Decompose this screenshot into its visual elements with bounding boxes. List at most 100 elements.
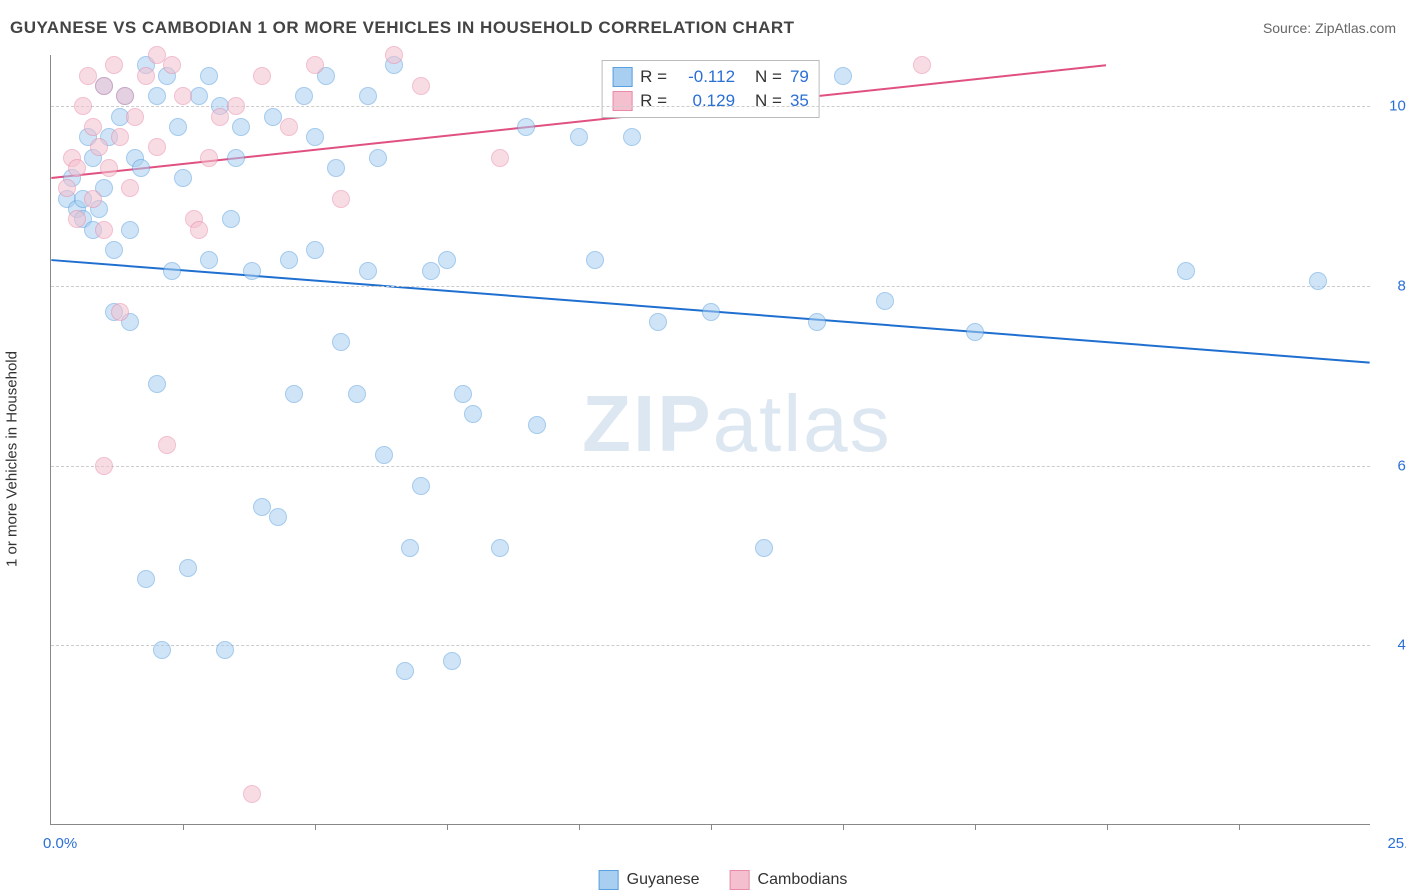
trend-lines <box>51 55 1370 824</box>
x-limit-label: 0.0% <box>43 835 77 852</box>
data-point <box>253 67 271 85</box>
data-point <box>491 149 509 167</box>
legend-swatch <box>612 91 632 111</box>
x-tick <box>975 824 976 830</box>
data-point <box>913 56 931 74</box>
data-point <box>84 118 102 136</box>
x-tick <box>183 824 184 830</box>
data-point <box>132 159 150 177</box>
correlation-legend: R =-0.112N =79R =0.129N =35 <box>601 60 820 118</box>
data-point <box>79 67 97 85</box>
x-tick <box>843 824 844 830</box>
data-point <box>121 179 139 197</box>
legend-row: R =-0.112N =79 <box>612 65 809 89</box>
data-point <box>84 190 102 208</box>
data-point <box>169 118 187 136</box>
data-point <box>332 333 350 351</box>
data-point <box>295 87 313 105</box>
data-point <box>348 385 366 403</box>
data-point <box>148 87 166 105</box>
data-point <box>876 292 894 310</box>
data-point <box>422 262 440 280</box>
data-point <box>327 159 345 177</box>
data-point <box>111 128 129 146</box>
data-point <box>179 559 197 577</box>
data-point <box>95 77 113 95</box>
y-tick-label: 65.0% <box>1380 457 1406 474</box>
chart-container: 1 or more Vehicles in Household ZIPatlas… <box>50 55 1396 862</box>
data-point <box>137 67 155 85</box>
r-label: R = <box>640 67 667 87</box>
data-point <box>111 303 129 321</box>
watermark: ZIPatlas <box>582 378 891 470</box>
data-point <box>68 159 86 177</box>
legend-item: Cambodians <box>730 870 848 890</box>
data-point <box>153 641 171 659</box>
data-point <box>126 108 144 126</box>
y-tick-label: 100.0% <box>1380 98 1406 115</box>
data-point <box>163 262 181 280</box>
legend-swatch <box>730 870 750 890</box>
data-point <box>200 149 218 167</box>
r-value: 0.129 <box>675 91 735 111</box>
data-point <box>222 210 240 228</box>
data-point <box>306 128 324 146</box>
data-point <box>528 416 546 434</box>
plot-area: ZIPatlas R =-0.112N =79R =0.129N =35 47.… <box>50 55 1370 825</box>
data-point <box>148 138 166 156</box>
data-point <box>95 221 113 239</box>
data-point <box>232 118 250 136</box>
data-point <box>68 210 86 228</box>
data-point <box>243 262 261 280</box>
y-axis-label: 1 or more Vehicles in Household <box>4 351 21 567</box>
data-point <box>200 251 218 269</box>
data-point <box>359 262 377 280</box>
data-point <box>163 56 181 74</box>
data-point <box>369 149 387 167</box>
data-point <box>755 539 773 557</box>
legend-item: Guyanese <box>599 870 700 890</box>
data-point <box>623 128 641 146</box>
data-point <box>264 108 282 126</box>
x-tick <box>711 824 712 830</box>
data-point <box>438 251 456 269</box>
x-tick <box>579 824 580 830</box>
data-point <box>306 241 324 259</box>
data-point <box>1177 262 1195 280</box>
data-point <box>332 190 350 208</box>
data-point <box>105 241 123 259</box>
legend-swatch <box>599 870 619 890</box>
source-label: Source: ZipAtlas.com <box>1263 20 1396 36</box>
y-tick-label: 82.5% <box>1380 278 1406 295</box>
data-point <box>649 313 667 331</box>
data-point <box>121 221 139 239</box>
data-point <box>966 323 984 341</box>
data-point <box>1309 272 1327 290</box>
data-point <box>58 179 76 197</box>
data-point <box>211 108 229 126</box>
data-point <box>105 56 123 74</box>
r-label: R = <box>640 91 667 111</box>
data-point <box>285 385 303 403</box>
data-point <box>190 87 208 105</box>
data-point <box>190 221 208 239</box>
data-point <box>443 652 461 670</box>
data-point <box>306 56 324 74</box>
data-point <box>227 97 245 115</box>
data-point <box>586 251 604 269</box>
gridline-h <box>51 645 1370 646</box>
data-point <box>227 149 245 167</box>
legend-label: Guyanese <box>627 871 700 889</box>
data-point <box>174 169 192 187</box>
r-value: -0.112 <box>675 67 735 87</box>
n-value: 79 <box>790 67 809 87</box>
chart-title: GUYANESE VS CAMBODIAN 1 OR MORE VEHICLES… <box>10 18 795 38</box>
data-point <box>137 570 155 588</box>
data-point <box>100 159 118 177</box>
data-point <box>808 313 826 331</box>
data-point <box>375 446 393 464</box>
data-point <box>834 67 852 85</box>
legend-swatch <box>612 67 632 87</box>
data-point <box>243 785 261 803</box>
data-point <box>702 303 720 321</box>
